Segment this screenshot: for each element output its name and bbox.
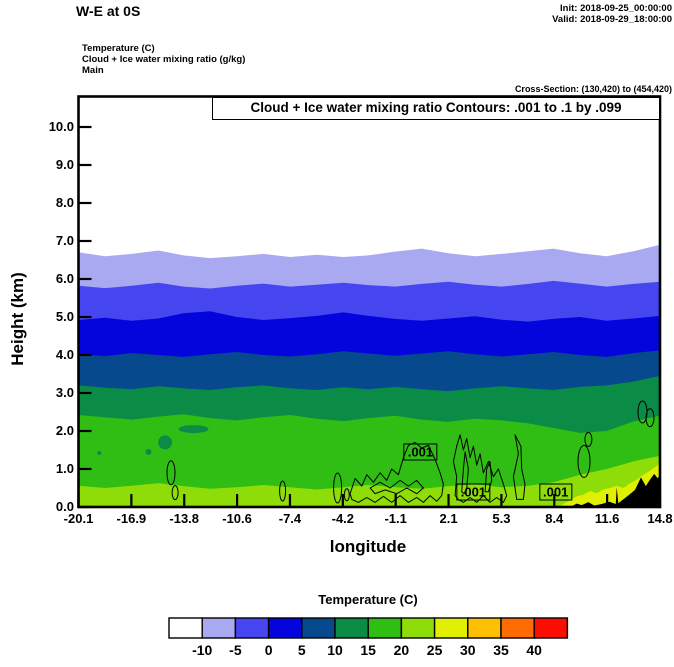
x-tick-label: -13.8: [169, 511, 200, 526]
x-tick-label: -7.4: [278, 511, 302, 526]
colorbar-tick-label: 20: [393, 642, 410, 658]
y-tick-label: 8.0: [55, 195, 74, 210]
cross-section-coords: Cross-Section: (130,420) to (454,420): [514, 84, 672, 94]
field-fill: Temperature (C): [82, 43, 155, 54]
colorbar-tick-label: 15: [360, 642, 376, 658]
cool-pocket: [145, 448, 152, 455]
colorbar-tick-label: 25: [426, 642, 443, 658]
x-tick-label: -20.1: [63, 511, 94, 526]
y-tick-label: 3.0: [55, 385, 74, 400]
colorbar-cell: [267, 617, 303, 639]
colorbar-tick-label: 10: [327, 642, 343, 658]
cloud-contour-line: [577, 444, 591, 478]
cloud-contour-line: [484, 460, 493, 493]
x-tick-label: 8.4: [545, 511, 564, 526]
colorbar-title: Temperature (C): [318, 592, 418, 607]
x-tick-label: -16.9: [116, 511, 147, 526]
colorbar-cell: [168, 617, 203, 639]
x-tick-label: 5.3: [492, 511, 511, 526]
valid-time: Valid: 2018-09-29_18:00:00: [552, 14, 672, 25]
x-tick-label: -1.1: [384, 511, 407, 526]
y-tick-label: 4.0: [55, 347, 74, 362]
plot-border: [77, 95, 662, 509]
cool-pocket: [97, 451, 102, 455]
cloud-contour-line: [369, 479, 424, 495]
cloud-contour-label: .001: [539, 483, 573, 501]
cloud-contour-label: .001: [403, 443, 438, 461]
page-title: W-E at 0S: [76, 3, 141, 19]
y-tick-label: 1.0: [55, 461, 74, 476]
y-tick-label: 5.0: [55, 309, 74, 324]
cloud-contour-line: [333, 472, 343, 504]
cloud-contour-line: [171, 485, 179, 501]
colorbar-cell: [201, 617, 237, 639]
cool-pocket: [178, 425, 209, 434]
temperature-band-20: [78, 455, 660, 507]
colorbar-tick-label: 40: [526, 642, 542, 658]
y-tick-label: 2.0: [55, 423, 74, 438]
colorbar-cell: [500, 617, 535, 639]
cloud-contour-line: [279, 480, 287, 502]
colorbar-tick-label: 5: [297, 642, 306, 658]
x-tick-label: 11.6: [594, 511, 620, 526]
colorbar-cell: [367, 617, 403, 639]
colorbar-tick-label: 0: [264, 642, 273, 658]
colorbar-cell: [301, 617, 336, 639]
x-axis-title: longitude: [329, 537, 407, 556]
y-tick-label: 7.0: [55, 233, 74, 248]
y-tick-label: 9.0: [55, 157, 74, 172]
x-tick-label: 14.8: [647, 511, 673, 526]
colorbar-cell: [400, 617, 436, 639]
cloud-contour-line: [512, 434, 526, 500]
colorbar-tick-label: 30: [460, 642, 476, 658]
field-list: Temperature (C) Cloud + Ice water mixing…: [82, 43, 245, 76]
y-tick-label: 10.0: [48, 119, 74, 134]
init-time: Init: 2018-09-25_00:00:00: [560, 3, 672, 14]
cloud-contour-line: [349, 441, 444, 503]
cloud-contour-label: .001: [456, 483, 491, 501]
x-tick-label: -4.2: [331, 511, 355, 526]
x-tick-label: 2.1: [439, 511, 458, 526]
cloud-contour-line: [584, 431, 593, 447]
colorbar-cell: [334, 617, 369, 639]
colorbar-tick-label: -10: [192, 642, 213, 658]
contour-title-box: Cloud + Ice water mixing ratio Contours:…: [212, 97, 660, 120]
cloud-contour-line: [343, 488, 350, 502]
colorbar-tick-label: -5: [229, 642, 242, 658]
cloud-contour-line: [166, 460, 176, 486]
cool-pocket: [158, 435, 173, 450]
colorbar-cell: [467, 617, 502, 639]
colorbar-cell: [234, 617, 270, 639]
colorbar-tick-label: 35: [493, 642, 509, 658]
cloud-contour-line: [645, 408, 655, 428]
field-line: Cloud + Ice water mixing ratio (g/kg): [82, 54, 246, 65]
terrain-profile: [570, 473, 660, 507]
y-tick-label: 6.0: [55, 271, 74, 286]
cloud-contour-line: [461, 451, 469, 495]
y-axis-title: Height (km): [8, 272, 27, 366]
y-tick-label: 0.0: [55, 499, 74, 514]
x-tick-label: -10.6: [222, 511, 252, 526]
colorbar-cell: [433, 617, 469, 639]
colorbar-cell: [533, 617, 569, 639]
field-model: Main: [82, 65, 104, 76]
contour-field: [78, 96, 660, 507]
